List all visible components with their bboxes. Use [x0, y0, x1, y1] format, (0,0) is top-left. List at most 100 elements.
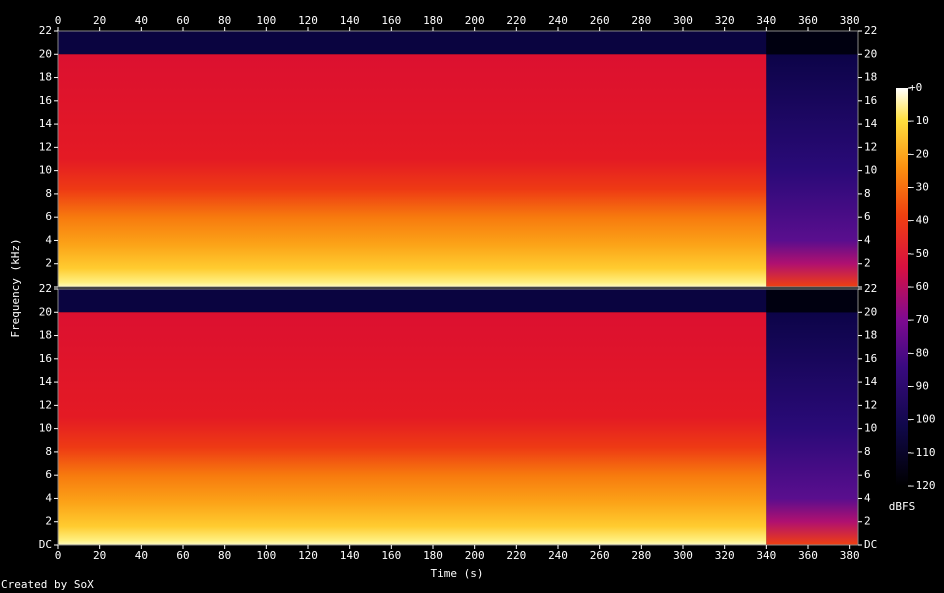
x-tick-label-top: 140 — [340, 14, 360, 27]
x-tick-label-top: 120 — [298, 14, 318, 27]
y-tick-label-right: 10 — [864, 164, 877, 177]
y-tick-label: 14 — [39, 375, 53, 388]
x-tick-label-top: 40 — [135, 14, 148, 27]
y-tick-label: 20 — [39, 47, 52, 60]
y-tick-label-right: 20 — [864, 47, 877, 60]
x-tick-label: 0 — [55, 549, 62, 562]
x-tick-label: 140 — [340, 549, 360, 562]
y-tick-label: 4 — [45, 233, 52, 246]
colorbar-tick-label: -40 — [909, 214, 929, 227]
x-tick-label: 80 — [218, 549, 231, 562]
plot-frame — [57, 288, 859, 546]
colorbar-tick-label: -60 — [909, 280, 929, 293]
x-tick-label: 260 — [590, 549, 610, 562]
y-tick-label-right: 16 — [864, 94, 877, 107]
y-tick-label: 18 — [39, 71, 52, 84]
colorbar-tick-label: -50 — [909, 247, 929, 260]
x-tick-label-top: 180 — [423, 14, 443, 27]
x-tick-label: 300 — [673, 549, 693, 562]
colorbar-tick-label: +0 — [909, 81, 922, 94]
x-tick-label-top: 360 — [798, 14, 818, 27]
x-tick-label: 40 — [135, 549, 148, 562]
x-tick-label-top: 380 — [840, 14, 860, 27]
colorbar-tick-label: -110 — [909, 446, 936, 459]
spectrogram-tail — [766, 54, 858, 287]
x-tick-label-top: 340 — [756, 14, 776, 27]
y-tick-label-right: 2 — [864, 515, 871, 528]
x-tick-label-top: 160 — [381, 14, 401, 27]
spectrogram-tail-top — [766, 289, 858, 313]
x-tick-label: 220 — [506, 549, 526, 562]
spectrogram-band — [58, 31, 767, 55]
colorbar — [896, 88, 908, 486]
y-tick-label-right: 16 — [864, 352, 877, 365]
x-tick-label: 100 — [256, 549, 276, 562]
y-tick-label-right: 14 — [864, 375, 878, 388]
y-tick-label: 14 — [39, 117, 53, 130]
x-tick-label-top: 300 — [673, 14, 693, 27]
x-tick-label-top: 100 — [256, 14, 276, 27]
y-tick-label: 22 — [39, 24, 52, 37]
x-tick-label-top: 0 — [55, 14, 62, 27]
y-tick-label: 2 — [45, 257, 52, 270]
y-tick-label-right: 6 — [864, 210, 871, 223]
y-tick-label: 22 — [39, 282, 52, 295]
x-tick-label-top: 20 — [93, 14, 106, 27]
x-tick-label: 380 — [840, 549, 860, 562]
y-tick-label: 6 — [45, 468, 52, 481]
y-tick-label: 2 — [45, 515, 52, 528]
y-tick-label-right: 2 — [864, 257, 871, 270]
y-tick-label-right: 8 — [864, 187, 871, 200]
x-tick-label: 200 — [465, 549, 485, 562]
x-tick-label-top: 260 — [590, 14, 610, 27]
y-tick-label: 4 — [45, 491, 52, 504]
y-tick-label-right: 20 — [864, 305, 877, 318]
spectrogram-band — [58, 289, 767, 313]
y-tick-label: 20 — [39, 305, 52, 318]
colorbar-tick-label: -80 — [909, 346, 929, 359]
y-tick-label: 10 — [39, 164, 52, 177]
spectrogram-image — [58, 312, 767, 545]
x-tick-label: 20 — [93, 549, 106, 562]
spectrogram-tail — [766, 312, 858, 545]
x-tick-label-top: 200 — [465, 14, 485, 27]
y-tick-label: 8 — [45, 187, 52, 200]
x-tick-label-top: 220 — [506, 14, 526, 27]
colorbar-tick-label: -120 — [909, 479, 936, 492]
colorbar-tick-label: -10 — [909, 114, 929, 127]
y-tick-label-right: 10 — [864, 422, 877, 435]
x-tick-label-top: 280 — [631, 14, 651, 27]
colorbar-tick-label: -20 — [909, 147, 929, 160]
x-tick-label: 280 — [631, 549, 651, 562]
y-tick-label-right: 22 — [864, 282, 877, 295]
x-tick-label: 180 — [423, 549, 443, 562]
x-tick-label: 60 — [176, 549, 189, 562]
footer: Created by SoX — [1, 578, 94, 591]
y-tick-label-right: 4 — [864, 491, 871, 504]
y-tick-label: 18 — [39, 329, 52, 342]
y-axis-label: Frequency (kHz) — [9, 238, 22, 337]
x-tick-label: 240 — [548, 549, 568, 562]
y-tick-label: 10 — [39, 422, 52, 435]
x-tick-label-top: 80 — [218, 14, 231, 27]
x-tick-label: 120 — [298, 549, 318, 562]
y-tick-label-right: 6 — [864, 468, 871, 481]
y-tick-label-right: 8 — [864, 445, 871, 458]
y-tick-label: 12 — [39, 398, 52, 411]
y-tick-label-right: 18 — [864, 329, 877, 342]
x-tick-label: 340 — [756, 549, 776, 562]
y-tick-label-right: 18 — [864, 71, 877, 84]
spectrogram-image — [58, 54, 767, 287]
x-tick-label-top: 320 — [715, 14, 735, 27]
y-tick-label-right: DC — [864, 538, 877, 551]
y-tick-label: 16 — [39, 352, 52, 365]
x-tick-label: 160 — [381, 549, 401, 562]
spectrogram-tail-top — [766, 31, 858, 55]
colorbar-tick-label: -70 — [909, 313, 929, 326]
y-tick-label-right: 4 — [864, 233, 871, 246]
plot-frame — [57, 30, 859, 288]
colorbar-label: dBFS — [889, 500, 916, 513]
y-tick-label-right: 14 — [864, 117, 878, 130]
y-tick-label-right: 22 — [864, 24, 877, 37]
